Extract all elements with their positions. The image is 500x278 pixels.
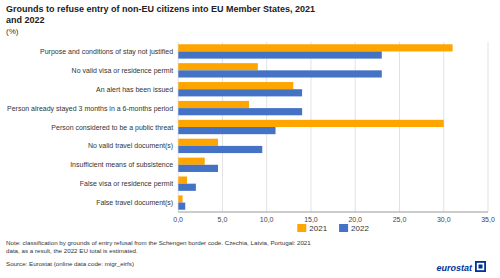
x-axis-line <box>178 212 488 213</box>
bar <box>178 120 444 127</box>
bar <box>178 146 262 153</box>
subtitle: (%) <box>6 27 19 36</box>
category-label: Person considered to be a public threat <box>51 124 173 132</box>
bar <box>178 108 302 115</box>
brand: eurostat <box>436 263 473 273</box>
category-label: Person already stayed 3 months in a 6-mo… <box>7 105 173 113</box>
bar <box>178 176 187 183</box>
grid <box>178 42 488 212</box>
chart: Grounds to refuse entry of non-EU citize… <box>0 0 500 278</box>
legend-swatch <box>339 224 348 232</box>
bar <box>178 184 196 191</box>
note: Note: classification by grounds of entry… <box>6 239 311 254</box>
legend-swatch <box>297 224 306 232</box>
title: Grounds to refuse entry of non-EU citize… <box>6 4 315 25</box>
bar <box>178 82 293 89</box>
category-label: Purpose and conditions of stay not justi… <box>40 48 173 56</box>
logo-inner <box>479 265 483 269</box>
x-tick-label: 5,0 <box>218 216 228 223</box>
bar <box>178 63 258 70</box>
x-tick-label: 20,0 <box>348 216 362 223</box>
x-tick-label: 15,0 <box>304 216 318 223</box>
bar <box>178 195 182 202</box>
bar <box>178 101 249 108</box>
bar <box>178 70 382 77</box>
category-label: No valid visa or residence permit <box>72 67 174 75</box>
x-tick-label: 30,0 <box>437 216 451 223</box>
category-label: False travel document(s) <box>96 199 173 207</box>
x-tick-label: 10,0 <box>260 216 274 223</box>
category-label: No valid travel document(s) <box>88 142 173 150</box>
legend: 2021 2022 <box>297 224 369 233</box>
logo-ring <box>477 263 484 270</box>
logo <box>475 261 486 272</box>
bar <box>178 203 185 210</box>
bars <box>178 44 452 209</box>
category-label: Insufficient means of subsistence <box>70 161 173 168</box>
bar <box>178 127 275 134</box>
logo-outer <box>475 261 486 272</box>
bar <box>178 165 218 172</box>
bar <box>178 139 218 146</box>
grid-line <box>488 42 489 212</box>
x-tick-label: 35,0 <box>481 216 495 223</box>
bar <box>178 158 205 165</box>
category-label: False visa or residence permit <box>80 180 173 188</box>
bar <box>178 44 452 51</box>
x-tick-label: 0,0 <box>173 216 183 223</box>
bar <box>178 89 302 96</box>
legend-label: 2022 <box>351 224 369 233</box>
legend-label: 2021 <box>309 224 327 233</box>
x-tick-label: 25,0 <box>393 216 407 223</box>
source: Source: Eurostat (online data code: migr… <box>6 260 134 267</box>
bar <box>178 51 382 58</box>
category-label: An alert has been issued <box>96 86 173 93</box>
